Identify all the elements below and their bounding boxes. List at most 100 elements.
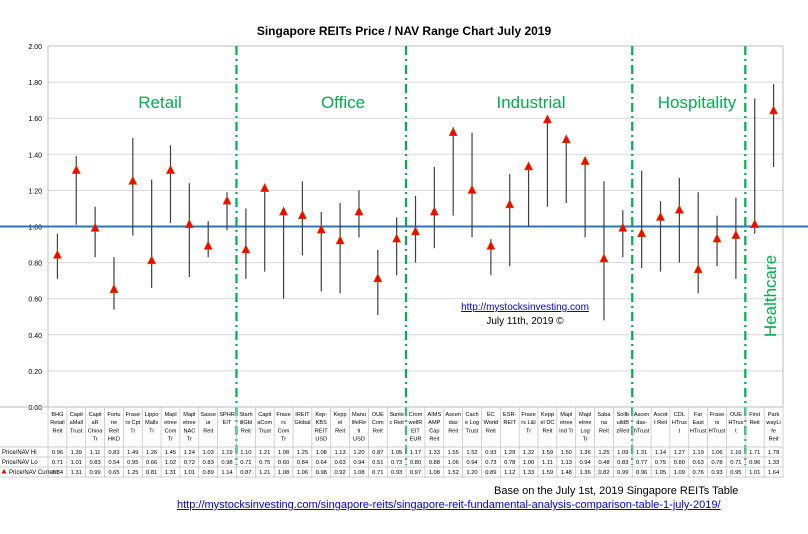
category-label: AMP <box>428 420 440 426</box>
data-value: 0.75 <box>655 460 666 466</box>
data-value: 1.36 <box>579 450 590 456</box>
category-label: Ind Tr <box>559 428 573 434</box>
category-label: Reit <box>599 428 609 434</box>
y-tick-label: 0.00 <box>28 405 42 412</box>
current-marker <box>241 244 251 254</box>
category-label: Crom <box>409 412 423 418</box>
footer-link[interactable]: http://mystocksinvesting.com/singapore-r… <box>177 499 721 511</box>
data-value: 1.16 <box>730 450 741 456</box>
category-label: Cach <box>466 412 479 418</box>
data-value: 1.49 <box>127 450 138 456</box>
category-label: Tr <box>187 437 192 443</box>
data-value: 1.09 <box>617 450 628 456</box>
category-label: it <box>358 428 361 434</box>
category-label: Trust <box>466 428 479 434</box>
data-value: 1.01 <box>749 470 760 476</box>
data-value: 1.21 <box>259 450 270 456</box>
category-label: das- <box>636 420 647 426</box>
data-value: 0.80 <box>674 460 685 466</box>
data-value: 1.09 <box>674 470 685 476</box>
category-label: Kepp <box>541 412 554 418</box>
category-label: lifeRe <box>352 420 366 426</box>
category-label: KBS <box>316 420 327 426</box>
category-label: etree <box>164 420 177 426</box>
category-label: Reit <box>241 428 251 434</box>
category-label: NAC <box>183 428 195 434</box>
current-marker <box>166 164 175 174</box>
y-tick-label: 0.80 <box>28 261 42 268</box>
data-value: 1.21 <box>259 470 270 476</box>
data-value: 0.95 <box>127 460 138 466</box>
current-marker <box>524 161 534 171</box>
y-tick-label: 0.20 <box>28 369 42 376</box>
category-label: SPHR <box>219 412 235 418</box>
category-label: Trust <box>70 428 83 434</box>
data-value: 0.71 <box>240 460 251 466</box>
category-label: Com <box>372 420 384 426</box>
category-label: Frase <box>126 412 140 418</box>
category-label: Frase <box>521 412 535 418</box>
current-marker <box>467 184 477 194</box>
y-tick-label: 0.60 <box>28 297 42 304</box>
y-tick-label: 1.00 <box>28 225 42 232</box>
current-marker <box>769 105 779 115</box>
category-label: ne <box>111 420 117 426</box>
series-label: Price/NAV Hi <box>2 450 37 456</box>
data-value: 1.10 <box>240 450 251 456</box>
category-label: Log <box>580 428 589 434</box>
category-label: HTrus <box>672 420 687 426</box>
category-label: Fortu <box>107 412 120 418</box>
category-label: Soilb <box>617 412 629 418</box>
category-label: USD <box>315 437 327 443</box>
category-label: Tr <box>130 428 135 434</box>
data-value: 1.45 <box>165 450 176 456</box>
data-value: 0.94 <box>466 460 478 466</box>
data-value: 0.65 <box>108 470 119 476</box>
data-value: 1.14 <box>655 450 667 456</box>
category-label: China <box>88 428 104 434</box>
data-value: 0.71 <box>730 460 741 466</box>
category-label: OUE <box>730 412 742 418</box>
data-value: 1.48 <box>561 470 572 476</box>
current-marker <box>71 164 81 174</box>
current-marker <box>222 195 232 205</box>
data-value: 0.96 <box>636 470 647 476</box>
current-marker <box>128 175 138 185</box>
current-marker <box>147 255 157 265</box>
data-value: 1.33 <box>523 470 534 476</box>
category-label: etree <box>183 420 196 426</box>
category-label: Capit <box>258 412 272 418</box>
data-value: 1.29 <box>504 450 515 456</box>
category-label: Capit <box>70 412 84 418</box>
data-value: 1.71 <box>749 450 760 456</box>
category-label: wellR <box>408 420 423 426</box>
category-label: HTrust <box>690 428 707 434</box>
category-label: Mapl <box>164 412 176 418</box>
category-label: aR <box>92 420 99 426</box>
footer-note: Base on the July 1st, 2019 Singapore REI… <box>494 485 739 497</box>
data-value: 1.02 <box>165 460 176 466</box>
category-label: CDL <box>674 412 685 418</box>
category-label: Lippo <box>145 412 159 418</box>
category-label: Far <box>694 412 703 418</box>
category-label: etree <box>579 420 592 426</box>
current-marker <box>542 114 552 124</box>
current-marker <box>279 206 289 216</box>
data-value: 0.60 <box>278 460 289 466</box>
data-value: 0.96 <box>749 460 760 466</box>
category-label: Com <box>278 428 290 434</box>
category-label: REIT <box>315 428 328 434</box>
category-label: BHG <box>51 412 63 418</box>
data-value: 0.78 <box>711 460 722 466</box>
data-value: 0.87 <box>240 470 251 476</box>
current-marker <box>316 224 326 234</box>
current-marker <box>429 206 439 216</box>
data-value: 1.79 <box>768 450 779 456</box>
data-value: 1.52 <box>448 470 459 476</box>
data-value: 1.27 <box>674 450 685 456</box>
category-label: Tr <box>583 437 588 443</box>
category-label: rs <box>281 420 286 426</box>
data-value: 0.98 <box>221 460 232 466</box>
data-value: 1.33 <box>768 460 779 466</box>
